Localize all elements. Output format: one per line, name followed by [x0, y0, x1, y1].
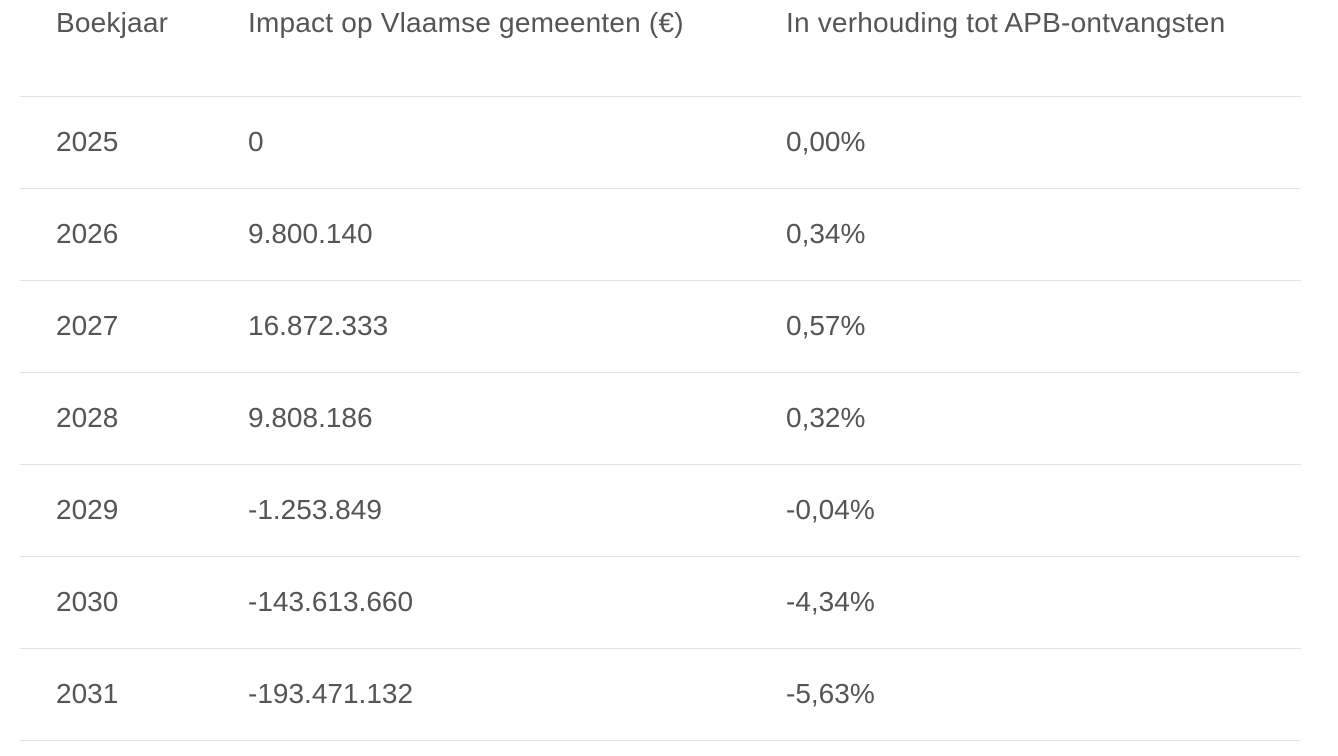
cell-year: 2031	[20, 648, 212, 741]
table-row: 2027 16.872.333 0,57%	[20, 280, 1301, 373]
cell-ratio: -0,04%	[750, 464, 1301, 557]
table-header: Boekjaar Impact op Vlaamse gemeenten (€)…	[20, 0, 1301, 97]
cell-year: 2027	[20, 280, 212, 373]
cell-impact: 9.808.186	[212, 372, 750, 465]
cell-year: 2030	[20, 556, 212, 649]
cell-year: 2025	[20, 96, 212, 189]
cell-year: 2028	[20, 372, 212, 465]
cell-impact: -193.471.132	[212, 648, 750, 741]
impact-table-container: Boekjaar Impact op Vlaamse gemeenten (€)…	[20, 0, 1301, 741]
cell-impact: -143.613.660	[212, 556, 750, 649]
header-verhouding: In verhouding tot APB-ontvangsten	[750, 0, 1301, 97]
cell-year: 2026	[20, 188, 212, 281]
table-row: 2030 -143.613.660 -4,34%	[20, 556, 1301, 649]
table-body: 2025 0 0,00% 2026 9.800.140 0,34% 2027 1…	[20, 96, 1301, 741]
cell-impact: 9.800.140	[212, 188, 750, 281]
table-row: 2026 9.800.140 0,34%	[20, 188, 1301, 281]
table-row: 2028 9.808.186 0,32%	[20, 372, 1301, 465]
impact-table: Boekjaar Impact op Vlaamse gemeenten (€)…	[20, 0, 1301, 741]
cell-ratio: 0,32%	[750, 372, 1301, 465]
table-row: 2031 -193.471.132 -5,63%	[20, 648, 1301, 741]
header-row: Boekjaar Impact op Vlaamse gemeenten (€)…	[20, 0, 1301, 97]
cell-ratio: -5,63%	[750, 648, 1301, 741]
cell-year: 2029	[20, 464, 212, 557]
cell-impact: 16.872.333	[212, 280, 750, 373]
cell-ratio: -4,34%	[750, 556, 1301, 649]
table-row: 2029 -1.253.849 -0,04%	[20, 464, 1301, 557]
cell-impact: 0	[212, 96, 750, 189]
cell-ratio: 0,00%	[750, 96, 1301, 189]
table-row: 2025 0 0,00%	[20, 96, 1301, 189]
header-boekjaar: Boekjaar	[20, 0, 212, 97]
cell-impact: -1.253.849	[212, 464, 750, 557]
header-impact: Impact op Vlaamse gemeenten (€)	[212, 0, 750, 97]
cell-ratio: 0,34%	[750, 188, 1301, 281]
cell-ratio: 0,57%	[750, 280, 1301, 373]
